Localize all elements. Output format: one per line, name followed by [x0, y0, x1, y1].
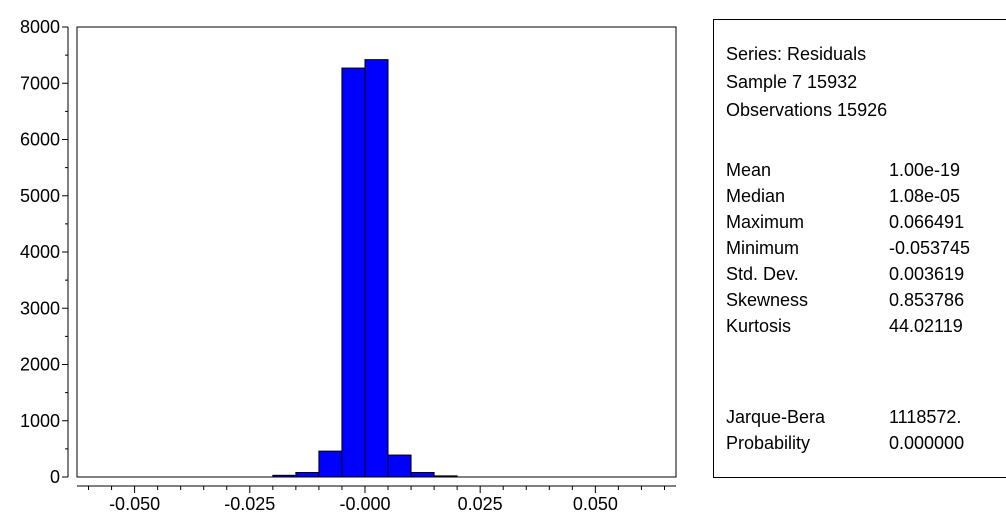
stat-value: 0.066491 [889, 212, 965, 232]
y-tick-label: 3000 [20, 298, 60, 318]
stat-value: -0.053745 [889, 238, 971, 258]
histogram-chart: 0 1000 2000 3000 4000 5000 6000 7000 8000 -0.050 -… [20, 17, 677, 514]
stat-value: 0.003619 [889, 264, 965, 284]
sample-range: Sample 7 15932 [726, 72, 858, 92]
stat-label: Minimum [726, 238, 800, 258]
stat-label: Std. Dev. [726, 264, 799, 284]
x-tick-label: -0.050 [109, 494, 160, 514]
stat-label: Median [726, 186, 786, 206]
stat-label: Skewness [726, 290, 809, 310]
stat-value: 1.00e-19 [889, 160, 961, 180]
histogram-bar [387, 454, 412, 478]
y-tick-label: 6000 [20, 130, 60, 150]
stat-label: Maximum [726, 212, 805, 232]
stat-value: 0.000000 [889, 433, 965, 453]
stat-value: 0.853786 [889, 290, 965, 310]
plot-frame [76, 26, 677, 478]
series-name: Series: Residuals [726, 44, 867, 64]
y-tick-label: 0 [50, 467, 60, 487]
stat-value: 1118572. [889, 407, 962, 427]
y-tick-label: 2000 [20, 355, 60, 375]
x-tick-label: 0.025 [458, 494, 503, 514]
x-tick-label: -0.000 [339, 494, 390, 514]
stat-value: 44.02119 [889, 316, 963, 336]
histogram-bar [295, 472, 320, 478]
histogram-bar [410, 472, 435, 478]
y-tick-label: 1000 [20, 411, 60, 431]
y-tick-label: 8000 [20, 17, 60, 37]
observation-count: Observations 15926 [726, 100, 888, 120]
x-tick-label: -0.025 [224, 494, 275, 514]
histogram-bar [318, 450, 343, 478]
stat-value: 1.08e-05 [889, 186, 961, 206]
stat-label: Jarque-Bera [726, 407, 826, 427]
histogram-bar [341, 67, 366, 478]
descriptive-stats-panel: Series: Residuals Sample 7 15932 Observa… [713, 19, 1006, 478]
stat-label: Mean [726, 160, 772, 180]
stat-label: Probability [726, 433, 811, 453]
y-tick-label: 4000 [20, 242, 60, 262]
x-tick-label: 0.050 [573, 494, 618, 514]
y-tick-label: 5000 [20, 186, 60, 206]
stats-header: Series: Residuals Sample 7 15932 Observa… [726, 40, 887, 124]
y-tick-label: 7000 [20, 73, 60, 93]
histogram-bar [364, 59, 389, 478]
stat-label: Kurtosis [726, 316, 792, 336]
